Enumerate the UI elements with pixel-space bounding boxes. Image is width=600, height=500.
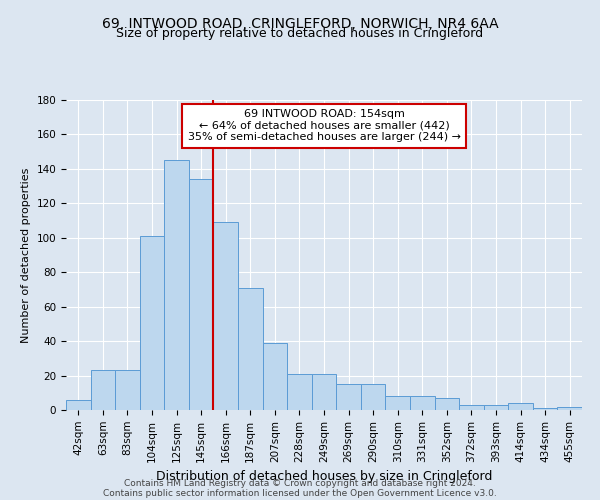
Bar [214,222,238,410]
Y-axis label: Number of detached properties: Number of detached properties [21,168,31,342]
Bar [189,179,214,410]
Bar [164,160,189,410]
Bar [385,396,410,410]
Bar [508,403,533,410]
Bar [312,374,336,410]
Bar [557,406,582,410]
Text: 69 INTWOOD ROAD: 154sqm
← 64% of detached houses are smaller (442)
35% of semi-d: 69 INTWOOD ROAD: 154sqm ← 64% of detache… [187,110,461,142]
Bar [336,384,361,410]
Text: Contains public sector information licensed under the Open Government Licence v3: Contains public sector information licen… [103,488,497,498]
Bar [434,398,459,410]
Bar [287,374,312,410]
Bar [263,343,287,410]
Bar [238,288,263,410]
Bar [459,405,484,410]
Text: 69, INTWOOD ROAD, CRINGLEFORD, NORWICH, NR4 6AA: 69, INTWOOD ROAD, CRINGLEFORD, NORWICH, … [101,18,499,32]
Bar [410,396,434,410]
Bar [66,400,91,410]
Bar [484,405,508,410]
Text: Size of property relative to detached houses in Cringleford: Size of property relative to detached ho… [116,28,484,40]
Bar [91,370,115,410]
Bar [361,384,385,410]
Bar [140,236,164,410]
Bar [115,370,140,410]
Bar [533,408,557,410]
Text: Contains HM Land Registry data © Crown copyright and database right 2024.: Contains HM Land Registry data © Crown c… [124,478,476,488]
X-axis label: Distribution of detached houses by size in Cringleford: Distribution of detached houses by size … [156,470,492,483]
